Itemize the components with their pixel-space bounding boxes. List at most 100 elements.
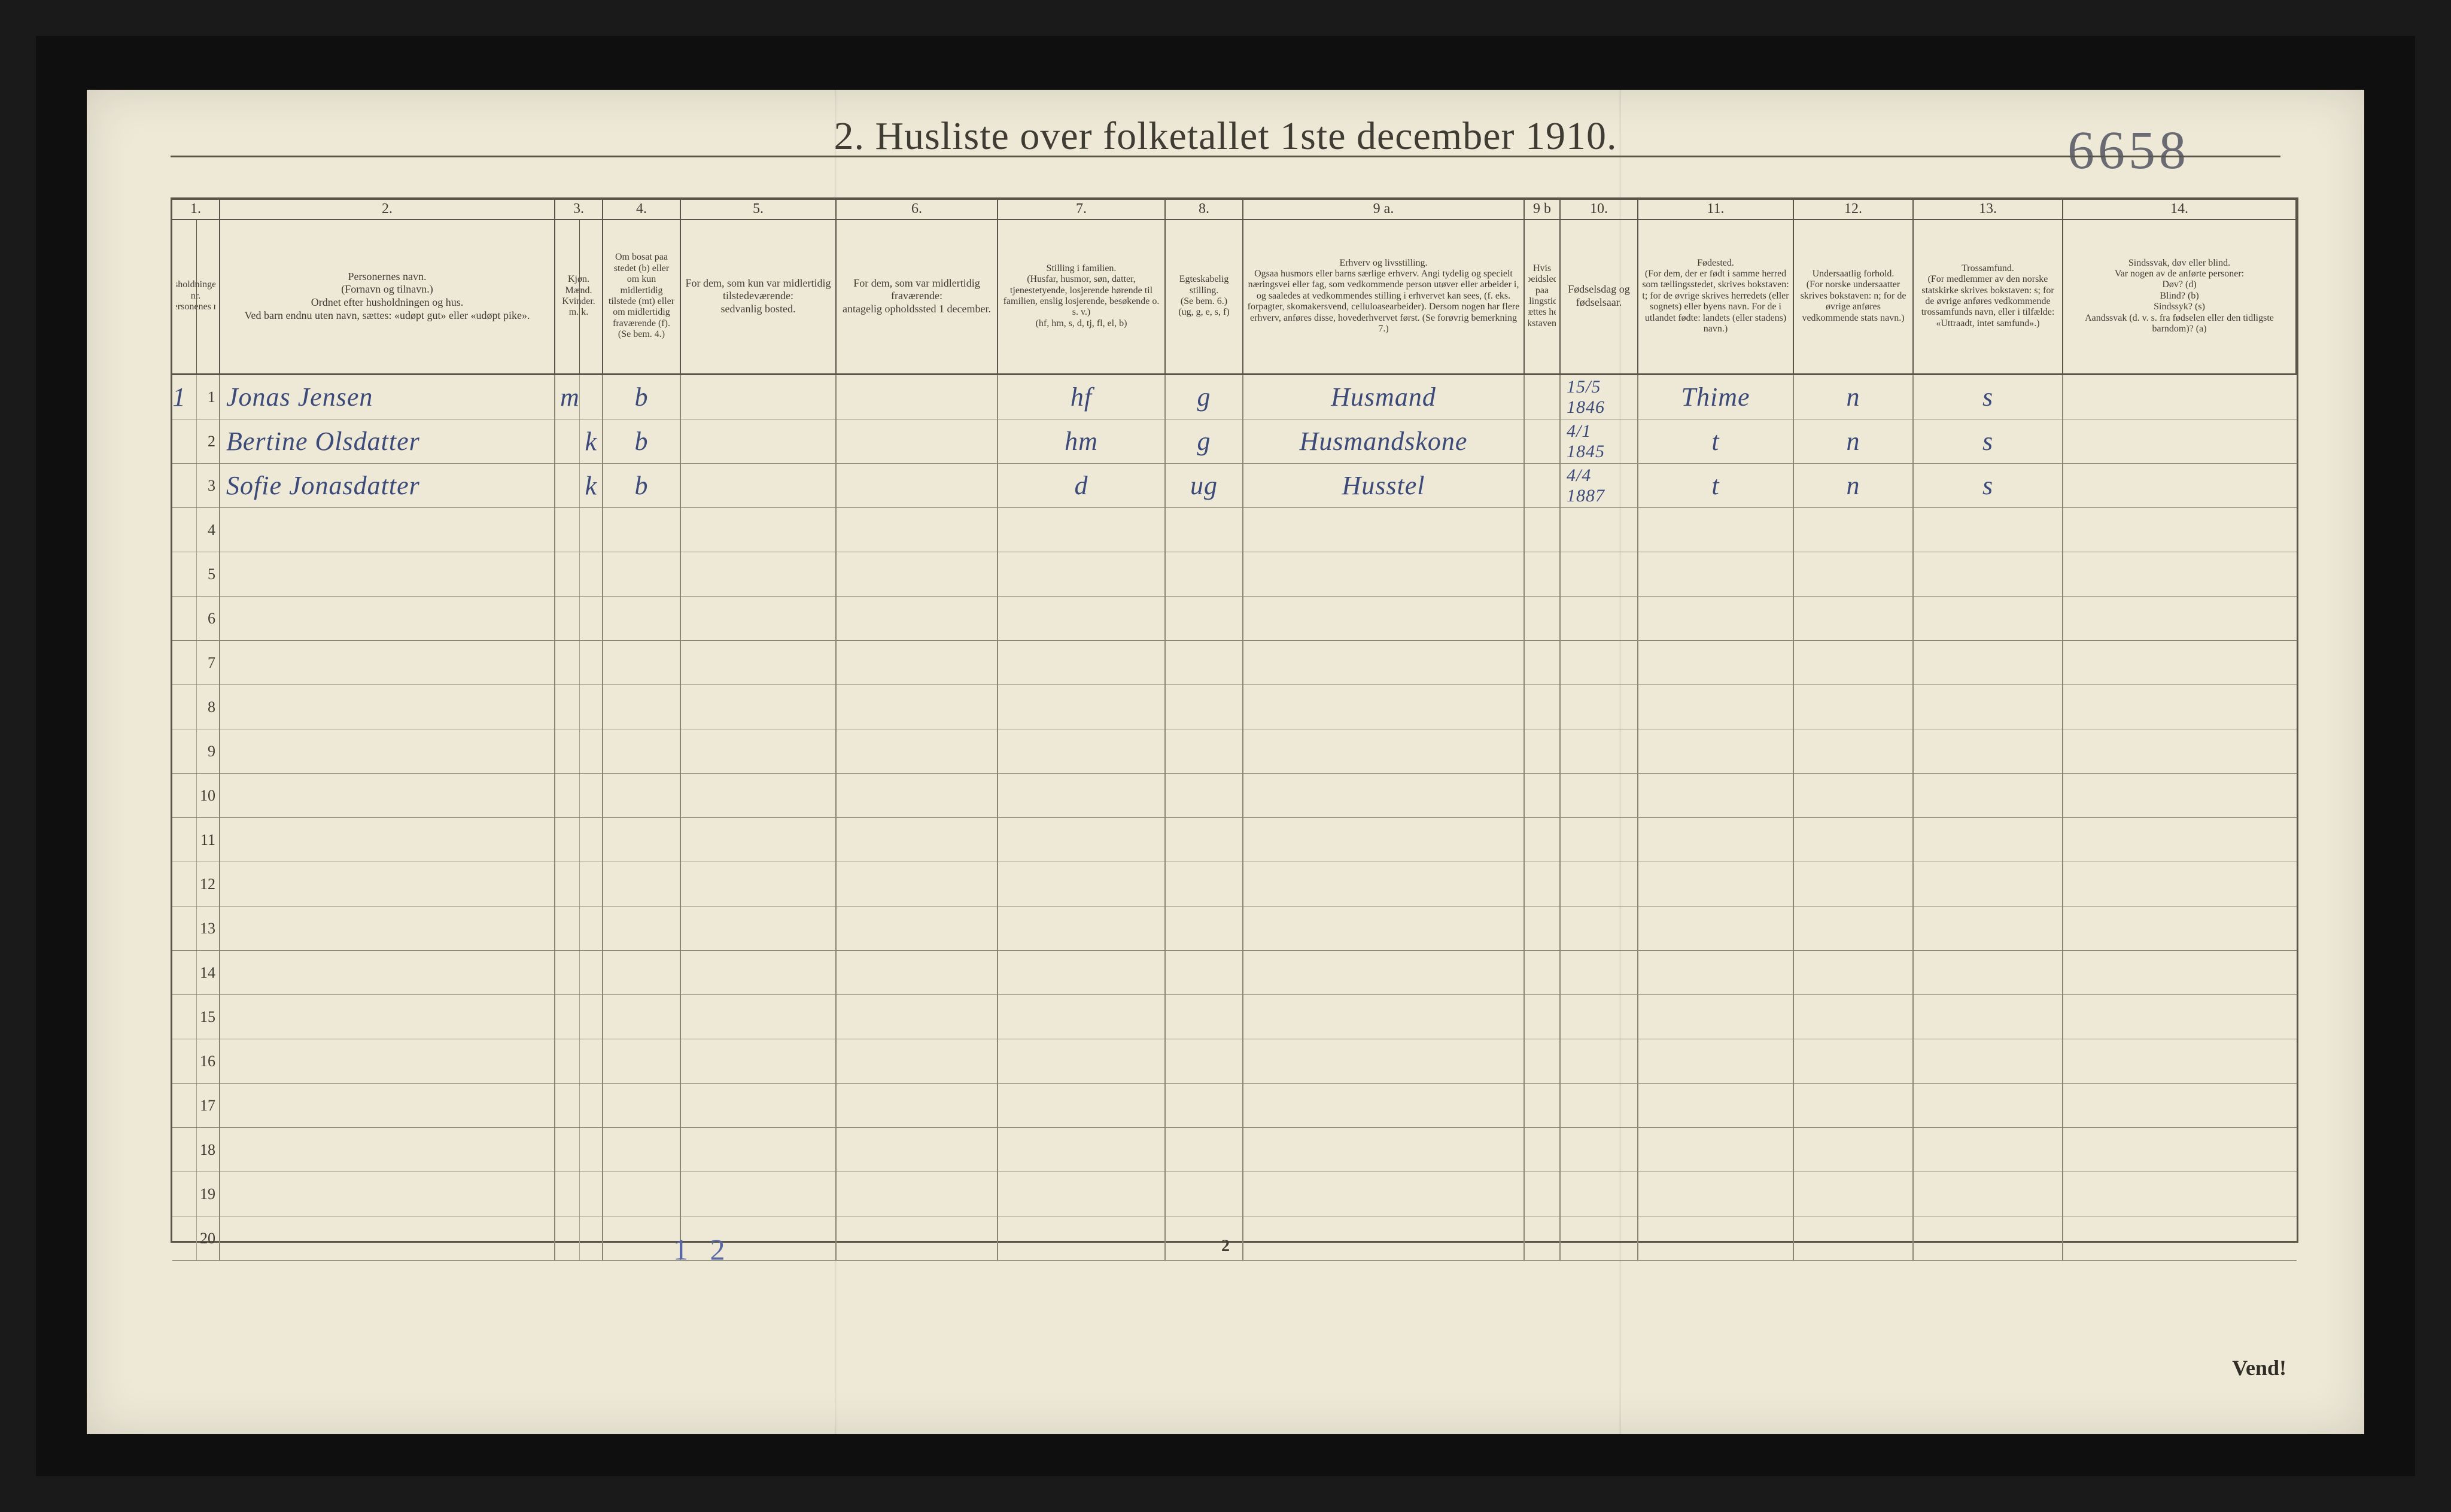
- table-cell: 5: [172, 552, 220, 596]
- table-cell: [1638, 951, 1794, 994]
- table-cell: [681, 641, 837, 684]
- table-cell: [1638, 1039, 1794, 1083]
- row-index: 8: [208, 698, 215, 716]
- table-cell: Husstel: [1243, 464, 1525, 507]
- table-cell: t: [1638, 464, 1794, 507]
- column-header: 5.For dem, som kun var midlertidig tilst…: [681, 200, 837, 373]
- handwritten-value: Thime: [1644, 382, 1787, 412]
- column-heading-text: Fødselsdag og fødselsaar.: [1564, 223, 1634, 370]
- table-cell: 3: [172, 464, 220, 507]
- table-cell: [681, 774, 837, 817]
- table-cell: [1561, 774, 1638, 817]
- table-cell: [837, 508, 998, 552]
- table-cell: [555, 685, 603, 729]
- column-heading-text: Om bosat paa stedet (b) eller om kun mid…: [607, 223, 676, 370]
- table-cell: [1561, 906, 1638, 950]
- table-cell: [998, 729, 1166, 773]
- table-cell: t: [1638, 419, 1794, 463]
- vend-label: Vend!: [2232, 1355, 2286, 1380]
- table-cell: d: [998, 464, 1166, 507]
- table-cell: [1166, 1039, 1243, 1083]
- table-cell: [1243, 1172, 1525, 1216]
- table-cell: k: [555, 464, 603, 507]
- table-cell: [220, 906, 555, 950]
- table-cell: [1794, 1084, 1914, 1127]
- table-cell: [1525, 818, 1561, 862]
- table-cell: [1794, 951, 1914, 994]
- table-cell: [220, 1172, 555, 1216]
- table-cell: [1794, 1172, 1914, 1216]
- column-heading-text: Trossamfund. (For medlemmer av den norsk…: [1917, 223, 2058, 370]
- handwritten-value: 4/4 1887: [1567, 466, 1631, 506]
- table-cell: [1243, 552, 1525, 596]
- table-cell: [555, 508, 603, 552]
- handwritten-value: hm: [1004, 426, 1158, 457]
- table-cell: 1: [172, 375, 220, 419]
- column-number: 1.: [172, 201, 219, 217]
- column-number: 12.: [1794, 201, 1912, 217]
- table-cell: [2063, 862, 2297, 906]
- table-cell: [2063, 906, 2297, 950]
- table-cell: [1525, 419, 1561, 463]
- table-cell: s: [1914, 464, 2063, 507]
- column-number: 3.: [555, 201, 602, 217]
- table-cell: [220, 995, 555, 1039]
- column-header: 8.Egteskabelig stilling. (Se bem. 6.) (u…: [1166, 200, 1243, 373]
- table-cell: [998, 641, 1166, 684]
- table-cell: [1561, 1172, 1638, 1216]
- column-heading-text: Fødested. (For dem, der er født i samme …: [1642, 223, 1789, 370]
- table-cell: 4: [172, 508, 220, 552]
- column-header: 13. Trossamfund. (For medlemmer av den no…: [1914, 200, 2063, 373]
- table-cell: [2063, 464, 2297, 507]
- table-cell: [555, 729, 603, 773]
- table-cell: 17: [172, 1084, 220, 1127]
- table-cell: [2063, 641, 2297, 684]
- table-row: 5: [172, 552, 2297, 597]
- table-cell: [1243, 818, 1525, 862]
- table-row: 18: [172, 1128, 2297, 1172]
- table-cell: [1525, 597, 1561, 640]
- table-cell: 13: [172, 906, 220, 950]
- column-heading-text: Personernes navn. (Fornavn og tilnavn.) …: [224, 223, 551, 370]
- table-cell: [1561, 597, 1638, 640]
- table-cell: [1561, 1039, 1638, 1083]
- table-cell: [681, 818, 837, 862]
- handwritten-value: ug: [1172, 470, 1236, 501]
- table-cell: 12: [172, 862, 220, 906]
- table-cell: [1914, 1128, 2063, 1172]
- table-cell: [1794, 729, 1914, 773]
- paper-sheet: 2. Husliste over folketallet 1ste decemb…: [87, 90, 2364, 1434]
- table-cell: [681, 685, 837, 729]
- table-cell: [1794, 508, 1914, 552]
- table-cell: [220, 685, 555, 729]
- handwritten-value: n: [1800, 426, 1906, 457]
- table-cell: [2063, 1128, 2297, 1172]
- table-cell: [1638, 906, 1794, 950]
- table-cell: [681, 1039, 837, 1083]
- handwritten-value: b: [609, 426, 674, 457]
- table-cell: [681, 597, 837, 640]
- table-cell: [1638, 1172, 1794, 1216]
- table-cell: g: [1166, 375, 1243, 419]
- table-row: 10: [172, 774, 2297, 818]
- column-heading-text: Sindssvak, døv eller blind. Var nogen av…: [2067, 223, 2292, 370]
- table-cell: [603, 729, 681, 773]
- row-index: 6: [208, 610, 215, 628]
- column-number: 11.: [1638, 201, 1793, 217]
- column-number: 13.: [1914, 201, 2062, 217]
- table-cell: [1166, 1084, 1243, 1127]
- column-number: 5.: [681, 201, 835, 217]
- column-number: 2.: [220, 201, 554, 217]
- table-cell: [1914, 685, 2063, 729]
- table-cell: [1914, 951, 2063, 994]
- table-cell: g: [1166, 419, 1243, 463]
- table-cell: [998, 906, 1166, 950]
- column-heading-text: Hvis arbeidsledig paa tællingstiden sætt…: [1528, 223, 1556, 370]
- table-header-row: 1.Husholdningenes nr. Personenes nr.2.Pe…: [172, 200, 2297, 375]
- table-cell: [998, 995, 1166, 1039]
- table-cell: k: [555, 419, 603, 463]
- table-cell: [2063, 774, 2297, 817]
- table-cell: [837, 464, 998, 507]
- handwritten-value: s: [1920, 426, 2056, 457]
- row-index: 1: [208, 388, 215, 406]
